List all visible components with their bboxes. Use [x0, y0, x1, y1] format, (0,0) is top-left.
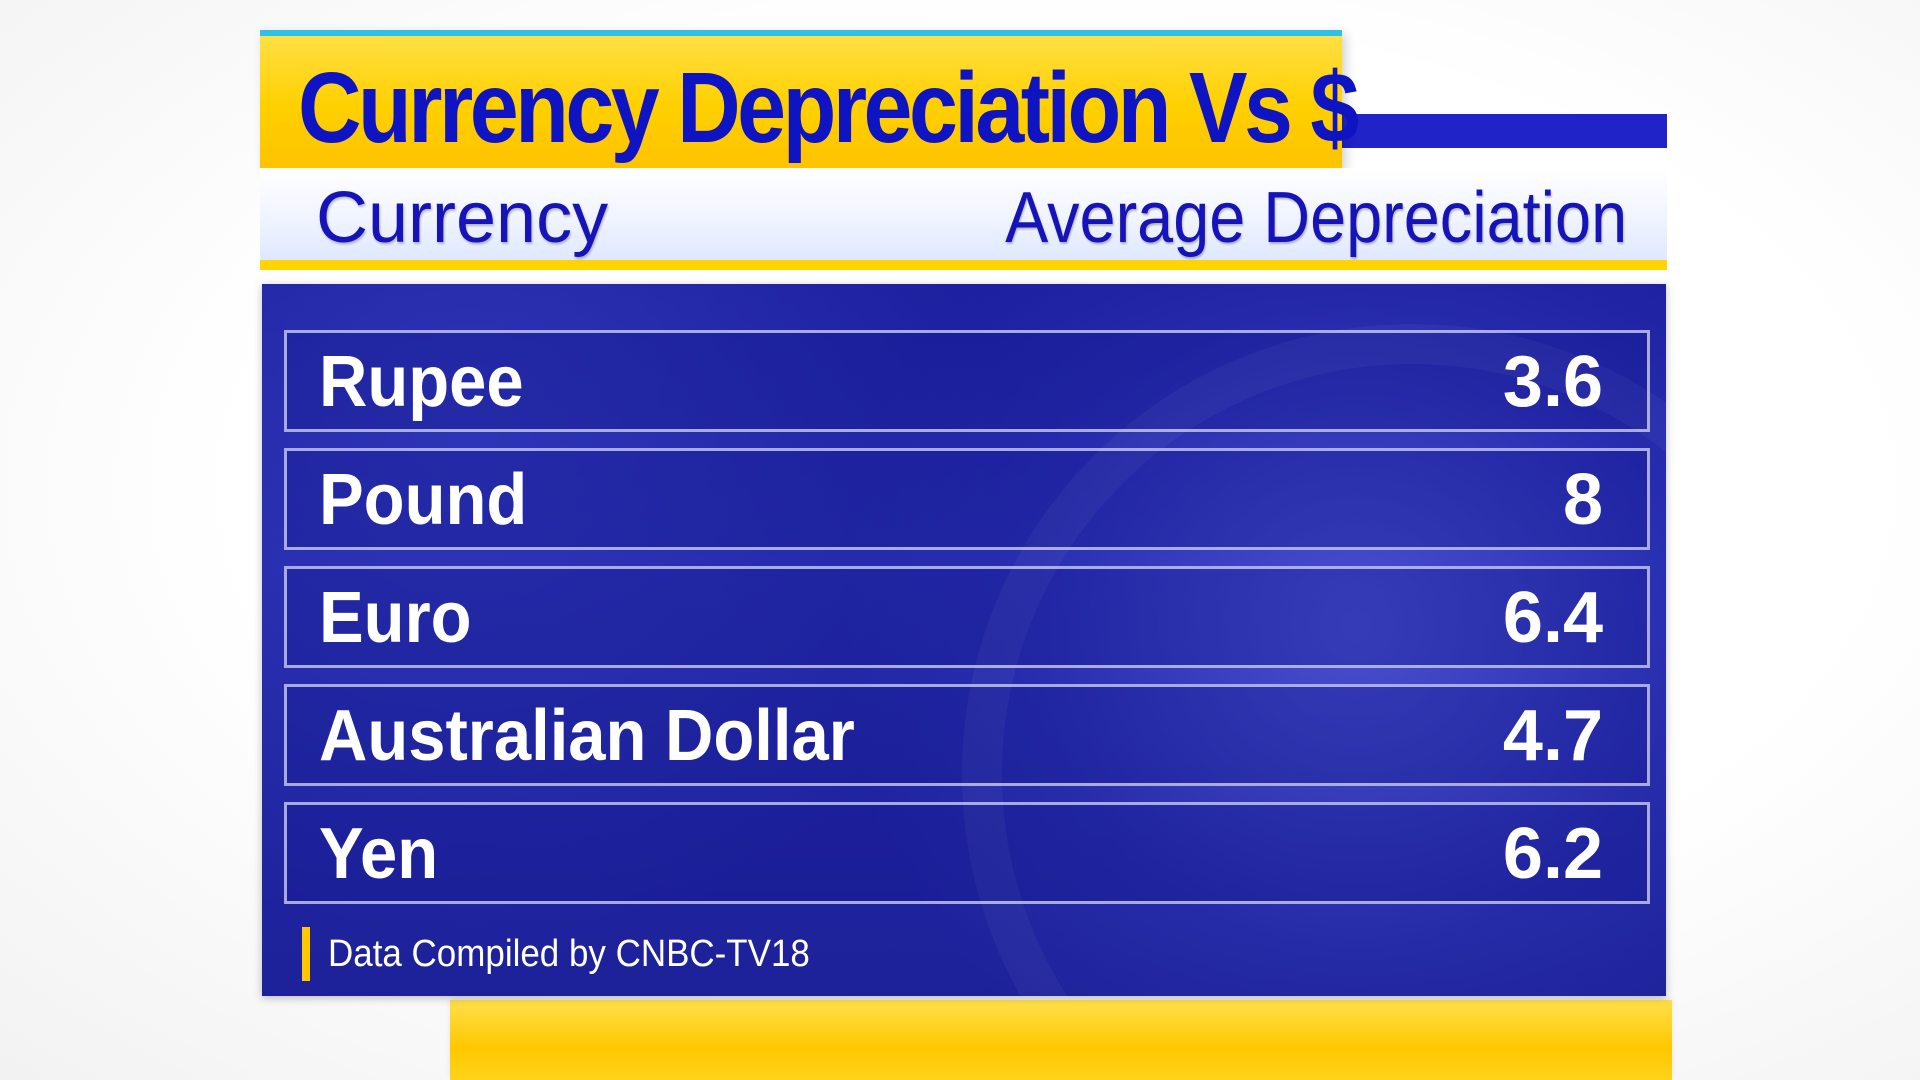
currency-name: Rupee	[319, 342, 524, 422]
header-currency: Currency	[316, 178, 609, 258]
depreciation-value: 3.6	[1502, 342, 1603, 422]
depreciation-value: 8	[1562, 460, 1603, 540]
table-row: Euro 6.4	[284, 566, 1650, 668]
table-row: Pound 8	[284, 448, 1650, 550]
currency-name: Yen	[319, 814, 439, 894]
table-row: Yen 6.2	[284, 802, 1650, 904]
currency-name: Pound	[319, 460, 528, 540]
title-banner: Currency Depreciation Vs $	[260, 30, 1359, 168]
currency-name: Australian Dollar	[319, 696, 855, 776]
source-accent-bar	[302, 927, 310, 981]
currency-name: Euro	[319, 578, 472, 658]
depreciation-value: 6.4	[1502, 578, 1603, 658]
page-title: Currency Depreciation Vs $	[298, 52, 1359, 164]
blue-accent-bar	[1342, 114, 1667, 148]
depreciation-value: 4.7	[1502, 696, 1603, 776]
table-header: Currency Average Depreciation	[260, 168, 1667, 270]
table-row: Australian Dollar 4.7	[284, 684, 1650, 786]
table-body: Rupee 3.6 Pound 8 Euro 6.4 Australian Do…	[284, 330, 1650, 920]
table-row: Rupee 3.6	[284, 330, 1650, 432]
source-note: Data Compiled by CNBC-TV18	[302, 927, 852, 981]
header-average-depreciation: Average Depreciation	[1005, 178, 1627, 258]
source-text: Data Compiled by CNBC-TV18	[328, 932, 810, 975]
data-panel: Rupee 3.6 Pound 8 Euro 6.4 Australian Do…	[262, 284, 1666, 996]
bottom-yellow-strip	[450, 1000, 1672, 1080]
depreciation-value: 6.2	[1502, 814, 1603, 894]
